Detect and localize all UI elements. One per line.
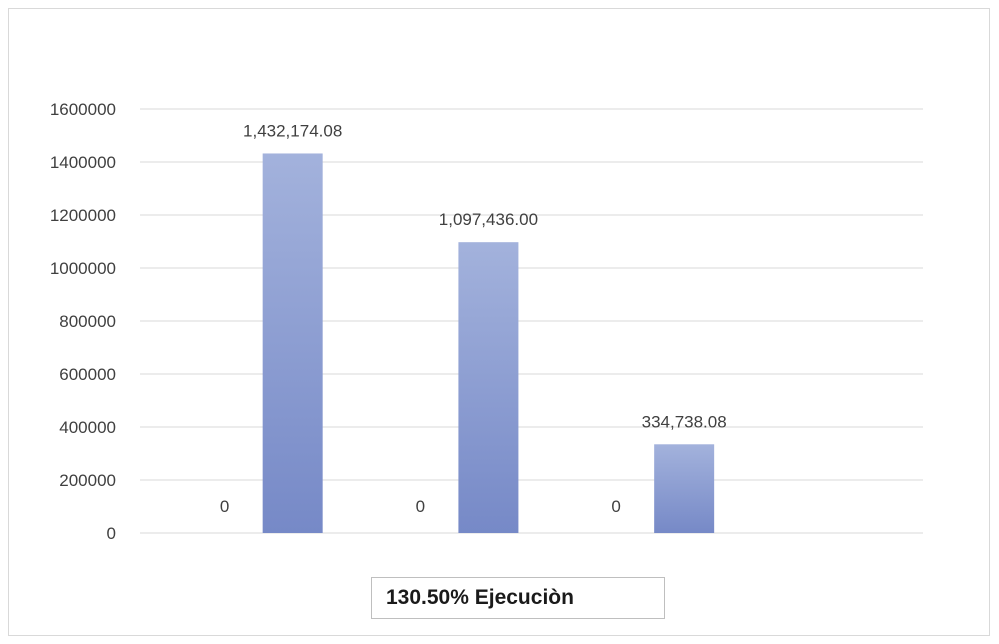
data-label-series1: 0 [611, 497, 620, 516]
y-tick-label: 0 [107, 524, 116, 543]
y-tick-label: 1600000 [50, 100, 116, 119]
data-label-series2: 1,097,436.00 [439, 210, 538, 229]
bar [654, 444, 715, 533]
y-tick-label: 1200000 [50, 206, 116, 225]
y-tick-label: 1000000 [50, 259, 116, 278]
y-tick-label: 800000 [59, 312, 116, 331]
y-tick-label: 1400000 [50, 153, 116, 172]
data-labels: 0 1,432,174.08 0 1,097,436.00 0 334,738.08 [220, 121, 727, 516]
gridlines [140, 108, 923, 534]
execution-summary-box: 130.50% Ejecuciòn [371, 577, 665, 619]
y-axis-ticks: 0 200000 400000 600000 800000 1000000 1200000 1… [50, 100, 116, 543]
bar [262, 153, 323, 533]
bar [458, 242, 519, 534]
data-label-series2: 1,432,174.08 [243, 121, 342, 140]
y-tick-label: 600000 [59, 365, 116, 384]
bars [262, 153, 715, 534]
y-tick-label: 200000 [59, 471, 116, 490]
y-tick-label: 400000 [59, 418, 116, 437]
data-label-series1: 0 [416, 497, 425, 516]
data-label-series1: 0 [220, 497, 229, 516]
data-label-series2: 334,738.08 [642, 412, 727, 431]
execution-summary-text: 130.50% Ejecuciòn [386, 586, 574, 609]
